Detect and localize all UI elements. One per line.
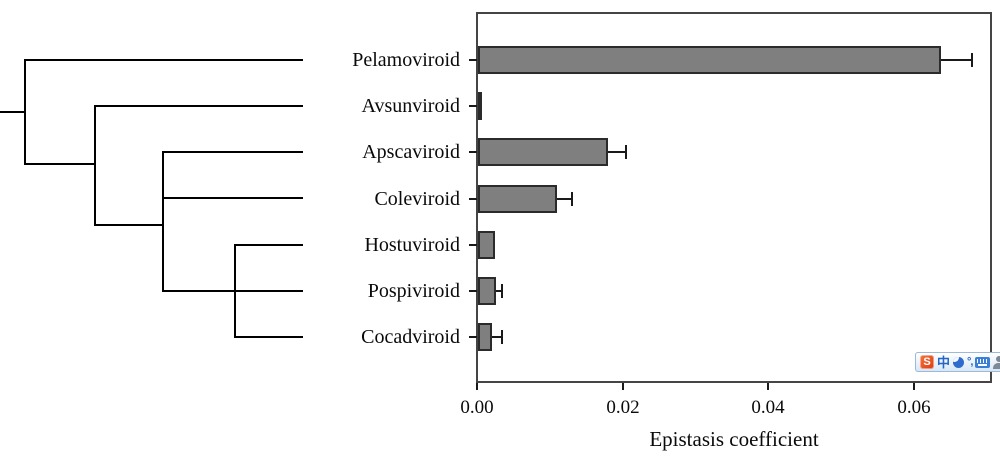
error-bar	[492, 336, 502, 338]
bar-pospiviroid	[478, 277, 496, 305]
bar-coleviroid	[478, 185, 557, 213]
toolbox-person-icon[interactable]	[993, 355, 1000, 369]
soft-keyboard-icon[interactable]	[975, 356, 991, 368]
row-label-apscaviroid: Apscaviroid	[362, 141, 460, 163]
row-label-hostuviroid: Hostuviroid	[364, 234, 460, 256]
error-bar	[608, 151, 626, 153]
x-axis-tick-label: 0.06	[897, 397, 931, 418]
x-axis-tick	[622, 383, 624, 390]
y-axis-tick	[469, 151, 477, 153]
error-bar-cap	[501, 284, 503, 298]
y-axis-tick	[469, 105, 477, 107]
x-axis-tick-label: 0.00	[460, 397, 494, 418]
error-bar-cap	[501, 330, 503, 344]
bar-pelamoviroid	[478, 46, 941, 74]
x-axis-tick-label: 0.02	[606, 397, 640, 418]
punctuation-toggle-icon[interactable]: °,	[967, 356, 974, 368]
error-bar	[496, 290, 502, 292]
y-axis-tick	[469, 198, 477, 200]
bar-cocadviroid	[478, 323, 492, 351]
x-axis-tick	[767, 383, 769, 390]
y-axis-tick	[469, 336, 477, 338]
chinese-english-toggle-icon[interactable]: 中	[937, 354, 951, 370]
plot-frame	[476, 12, 992, 383]
bar-apscaviroid	[478, 138, 608, 166]
y-axis-tick	[469, 59, 477, 61]
row-label-pospiviroid: Pospiviroid	[367, 280, 460, 302]
ime-toolbar[interactable]: S 中 °,	[915, 352, 1000, 372]
cladogram	[0, 59, 303, 338]
y-axis-tick	[469, 244, 477, 246]
row-label-coleviroid: Coleviroid	[374, 188, 460, 210]
x-axis-tick	[476, 383, 478, 390]
cladogram-branches	[0, 59, 303, 338]
row-label-pelamoviroid: Pelamoviroid	[352, 49, 460, 71]
x-axis-tick	[913, 383, 915, 390]
error-bar	[941, 59, 972, 61]
fullwidth-halfwidth-moon-icon[interactable]	[953, 356, 965, 368]
sogou-logo-icon[interactable]: S	[920, 355, 934, 369]
bar-avsunviroid	[478, 92, 482, 120]
y-axis-tick	[469, 290, 477, 292]
error-bar-cap	[571, 192, 573, 206]
x-axis-tick-label: 0.04	[751, 397, 785, 418]
error-bar-cap	[971, 53, 973, 67]
row-label-avsunviroid: Avsunviroid	[361, 95, 460, 117]
error-bar-cap	[625, 145, 627, 159]
row-label-cocadviroid: Cocadviroid	[361, 326, 460, 348]
bar-hostuviroid	[478, 231, 495, 259]
error-bar	[557, 198, 572, 200]
x-axis-title: Epistasis coefficient	[649, 427, 819, 451]
